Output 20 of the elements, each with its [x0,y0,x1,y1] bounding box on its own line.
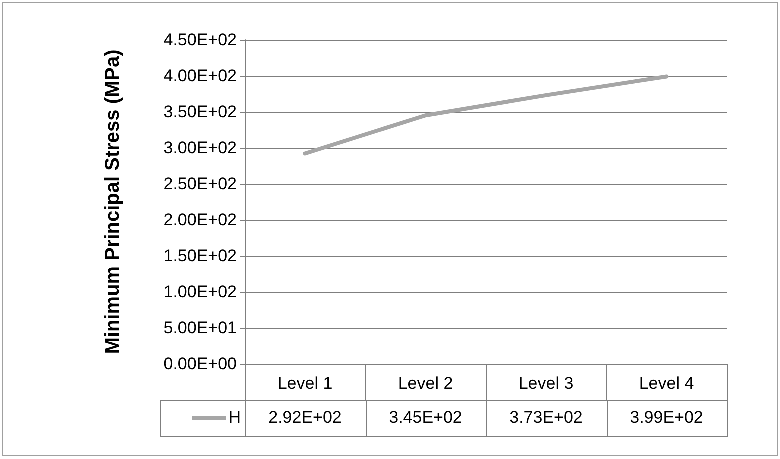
y-tick-label: 4.50E+02 [164,30,237,50]
x-tick-label: Level 4 [639,374,694,393]
data-label: 3.45E+02 [388,407,464,429]
y-tick-label: 1.00E+02 [164,282,237,302]
x-tick-label: Level 2 [398,374,454,393]
y-tick-label: 5.00E+01 [164,318,237,338]
x-tick-label: Level 1 [278,374,333,393]
y-axis-title: Minimum Principal Stress (MPa) [102,50,124,354]
y-tick-label: 0.00E+00 [164,354,237,374]
y-tick-label: 2.50E+02 [164,174,237,194]
data-label: 2.92E+02 [268,407,343,429]
y-tick-label: 4.00E+02 [164,66,237,86]
y-tick-label: 2.00E+02 [164,210,237,230]
legend-label: H [228,408,241,428]
data-label: 3.73E+02 [508,407,584,429]
x-tick-label: Level 3 [518,374,574,393]
data-label: 3.99E+02 [629,407,704,429]
y-tick-label: 3.00E+02 [164,138,237,158]
y-tick-label: 1.50E+02 [164,246,237,266]
y-tick-label: 3.50E+02 [164,102,237,122]
